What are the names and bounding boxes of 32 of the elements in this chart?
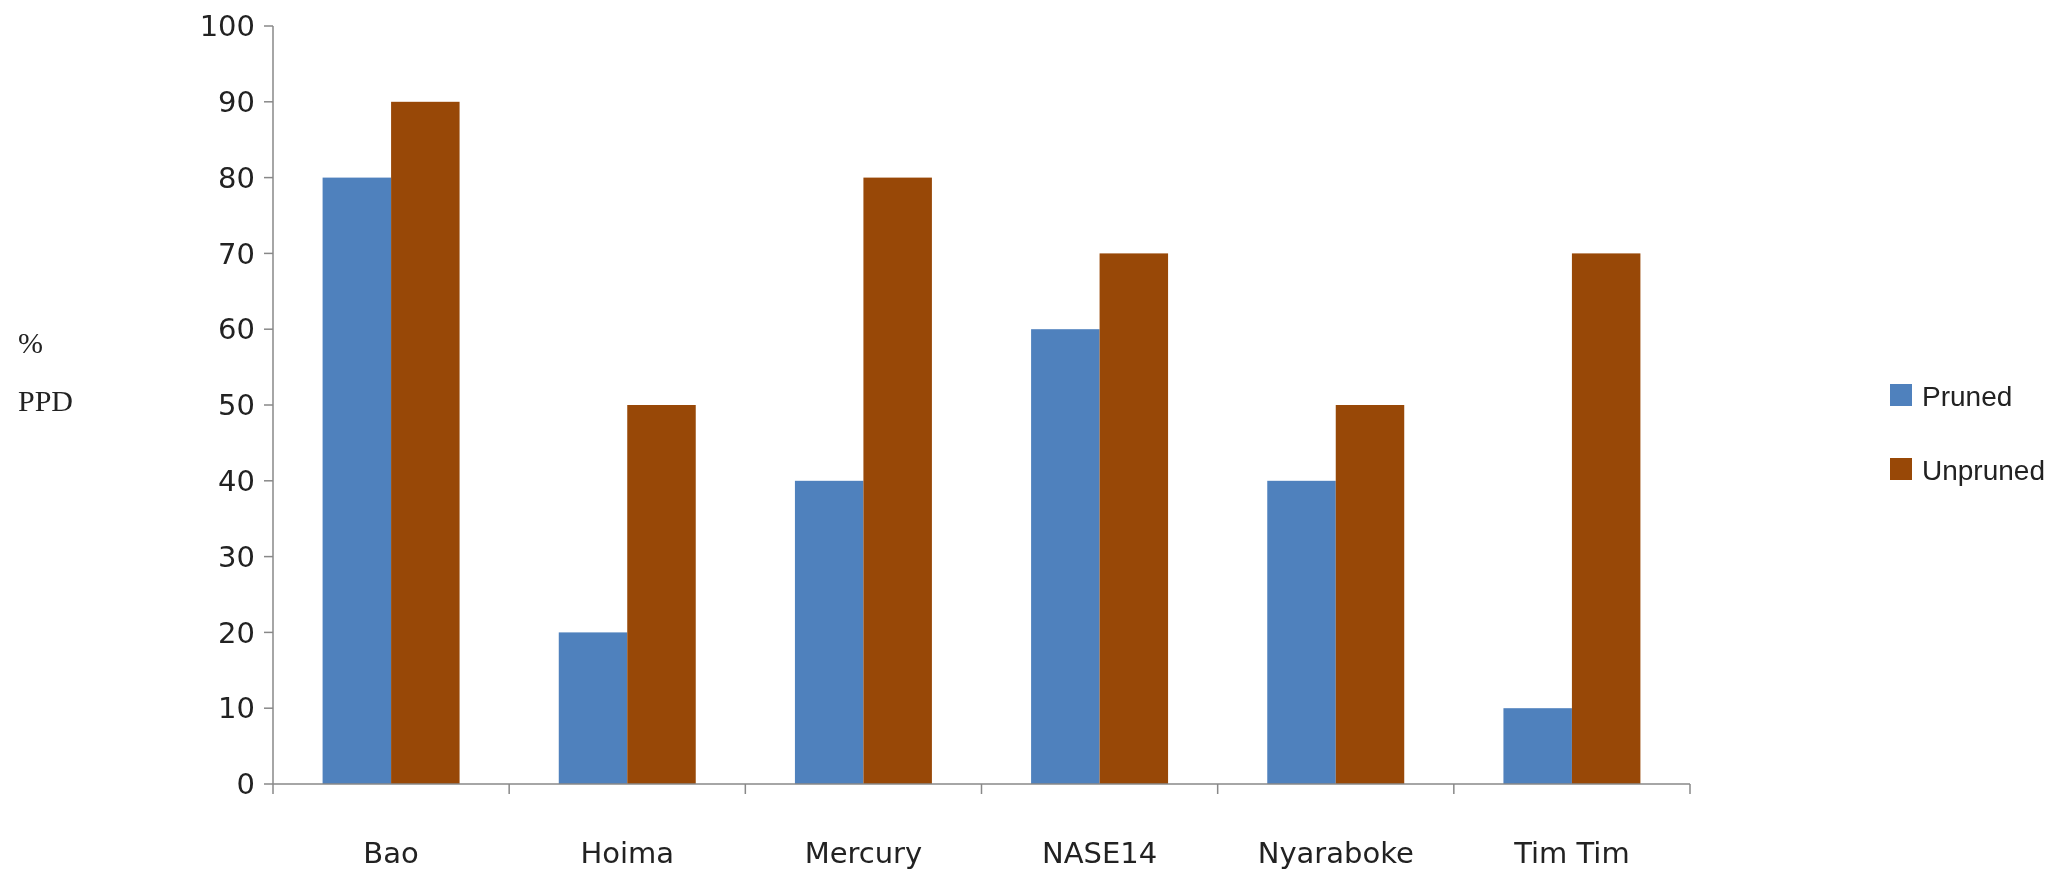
- bar: [322, 177, 392, 784]
- y-tick-label: 0: [236, 767, 255, 802]
- bar: [1571, 253, 1641, 784]
- x-tick-label: Bao: [363, 836, 419, 870]
- legend-label: Pruned: [1922, 380, 2013, 412]
- y-tick-label: 100: [199, 9, 255, 44]
- x-tick-label: Tim Tim: [1513, 836, 1630, 870]
- bar: [627, 405, 696, 784]
- bar: [863, 177, 932, 784]
- y-tick-label: 90: [218, 84, 255, 119]
- bar: [794, 480, 864, 784]
- x-tick-label: Nyaraboke: [1257, 836, 1414, 870]
- x-tick-label: Hoima: [580, 836, 675, 870]
- y-tick-label: 30: [218, 539, 255, 574]
- x-tick-label: Mercury: [804, 836, 923, 870]
- y-tick-label: 80: [218, 160, 255, 195]
- y-tick-label: 70: [218, 236, 255, 271]
- y-axis-title: % PPD: [18, 326, 74, 417]
- y-tick-label: 50: [218, 388, 255, 423]
- y-tick-label: 10: [218, 691, 255, 726]
- bar: [1335, 405, 1405, 784]
- x-tick-label: NASE14: [1042, 836, 1158, 870]
- y-tick-label: 40: [218, 463, 255, 498]
- y-tick-label: 60: [218, 312, 255, 347]
- bar: [391, 101, 460, 784]
- legend-label: Unpruned: [1922, 454, 2045, 486]
- y-tick-label: 20: [218, 615, 255, 650]
- bar: [558, 632, 628, 784]
- bar: [1267, 480, 1336, 784]
- bar: [1099, 253, 1169, 784]
- bar: [1031, 329, 1100, 784]
- bar: [1503, 708, 1572, 784]
